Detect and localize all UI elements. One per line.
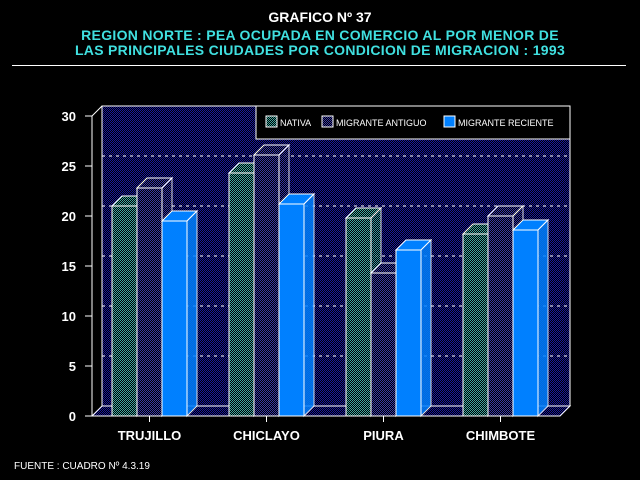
bar-front-face	[487, 215, 514, 417]
legend-label: MIGRANTE ANTIGUO	[336, 118, 427, 128]
y-tick-label: 20	[62, 209, 76, 224]
bar-side-face	[420, 238, 432, 418]
legend: NATIVA MIGRANTE ANTIGUO MIGRANTE RECIENTE	[255, 105, 571, 140]
x-tick-label: CHIMBOTE	[466, 428, 536, 443]
y-tick-label: 0	[69, 409, 76, 424]
bar-migrante-reciente	[394, 238, 433, 418]
legend-item: MIGRANTE RECIENTE	[443, 115, 554, 128]
legend-item: NATIVA	[265, 115, 311, 128]
bar-front-face	[161, 220, 188, 417]
legend-item: MIGRANTE ANTIGUO	[321, 115, 427, 128]
y-tick-label: 5	[69, 359, 76, 374]
legend-label: NATIVA	[280, 118, 311, 128]
bar-front-face	[395, 249, 422, 417]
x-tick-label: CHICLAYO	[233, 428, 300, 443]
legend-swatch	[321, 115, 334, 128]
bar-front-face	[370, 272, 397, 417]
bar-front-face	[462, 233, 489, 417]
bar-front-face	[228, 172, 255, 417]
bar-front-face	[136, 187, 163, 417]
bar-migrante-reciente	[277, 192, 316, 418]
bar-front-face	[111, 205, 138, 417]
source-note: FUENTE : CUADRO Nº 4.3.19	[14, 461, 150, 472]
y-tick-label: 15	[62, 259, 76, 274]
chart-subtitle-line2: LAS PRINCIPALES CIUDADES POR CONDICION D…	[74, 42, 566, 58]
chart-title: GRAFICO Nº 37	[268, 9, 372, 25]
bar-side-face	[186, 209, 198, 418]
x-tick-label: TRUJILLO	[118, 428, 182, 443]
y-axis-top-edge	[91, 105, 103, 117]
y-tick-label: 10	[62, 309, 76, 324]
bar-front-face	[278, 203, 305, 417]
y-tick-label: 30	[62, 109, 76, 124]
bar-front-face	[345, 217, 372, 417]
chart-subtitle-line1: REGION NORTE : PEA OCUPADA EN COMERCIO A…	[81, 27, 559, 43]
bar-side-face	[303, 192, 315, 418]
bar-front-face	[253, 154, 280, 417]
legend-box	[255, 105, 571, 140]
x-tick-label: PIURA	[363, 428, 404, 443]
bar-migrante-reciente	[160, 209, 199, 418]
bar-side-face	[537, 218, 549, 418]
bar-front-face	[512, 229, 539, 417]
bar-migrante-reciente	[511, 218, 550, 418]
legend-label: MIGRANTE RECIENTE	[458, 118, 554, 128]
legend-swatch	[443, 115, 456, 128]
y-tick-label: 25	[62, 159, 76, 174]
title-divider	[12, 65, 626, 66]
legend-swatch	[265, 115, 278, 128]
